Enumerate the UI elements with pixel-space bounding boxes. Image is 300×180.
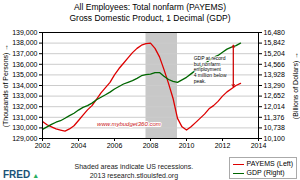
html-text:Shaded areas indicate US reces: Shaded areas indicate US recessions. 201… bbox=[74, 163, 194, 179]
svg-text:2004: 2004 bbox=[71, 142, 87, 149]
svg-text:13,290: 13,290 bbox=[264, 82, 286, 89]
svg-text:12,014: 12,014 bbox=[264, 103, 286, 110]
html-text:FRED▲: FRED▲ bbox=[3, 169, 40, 180]
svg-text:2014: 2014 bbox=[251, 142, 267, 149]
svg-text:16,480: 16,480 bbox=[264, 29, 286, 36]
html-text:PAYEMS (Left): PAYEMS (Left) bbox=[246, 160, 293, 167]
svg-text:10,738: 10,738 bbox=[264, 124, 286, 131]
svg-text:134,000: 134,000 bbox=[12, 82, 37, 89]
svg-text:(Billions of Dollars) →: (Billions of Dollars) → bbox=[292, 52, 300, 119]
svg-text:2008: 2008 bbox=[143, 142, 159, 149]
svg-text:2006: 2006 bbox=[107, 142, 123, 149]
svg-text:12,652: 12,652 bbox=[264, 92, 286, 99]
svg-text:132,000: 132,000 bbox=[12, 103, 37, 110]
svg-text:2010: 2010 bbox=[179, 142, 195, 149]
svg-text:10,100: 10,100 bbox=[264, 135, 286, 142]
html-text:GDP (Right): GDP (Right) bbox=[246, 169, 285, 176]
svg-text:GDP at recordbut nonfarmemploy: GDP at recordbut nonfarmemployment4 mill… bbox=[194, 55, 227, 84]
svg-text:133,000: 133,000 bbox=[12, 92, 37, 99]
svg-text:11,376: 11,376 bbox=[264, 114, 285, 121]
svg-text:14,566: 14,566 bbox=[264, 61, 286, 68]
html-text:Gross Domestic Product, 1 Deci: Gross Domestic Product, 1 Decimal (GDP) bbox=[69, 12, 231, 23]
svg-text:15,204: 15,204 bbox=[264, 50, 286, 57]
svg-text:www.mybudget360.com: www.mybudget360.com bbox=[97, 121, 161, 127]
svg-text:2012: 2012 bbox=[215, 142, 231, 149]
html-text:All Employees: Total nonfarm (: All Employees: Total nonfarm (PAYEMS) bbox=[73, 2, 227, 12]
svg-text:135,000: 135,000 bbox=[12, 71, 37, 78]
svg-text:15,842: 15,842 bbox=[264, 39, 286, 46]
svg-text:13,928: 13,928 bbox=[264, 71, 286, 78]
svg-text:136,000: 136,000 bbox=[12, 61, 37, 68]
svg-text:130,000: 130,000 bbox=[12, 124, 37, 131]
svg-text:129,000: 129,000 bbox=[12, 135, 37, 142]
svg-text:137,000: 137,000 bbox=[12, 50, 37, 57]
svg-text:139,000: 139,000 bbox=[12, 29, 37, 36]
svg-text:2002: 2002 bbox=[35, 142, 51, 149]
svg-text:138,000: 138,000 bbox=[12, 39, 37, 46]
svg-text:131,000: 131,000 bbox=[12, 114, 37, 121]
svg-text:(Thousands of Persons) →: (Thousands of Persons) → bbox=[2, 44, 10, 128]
